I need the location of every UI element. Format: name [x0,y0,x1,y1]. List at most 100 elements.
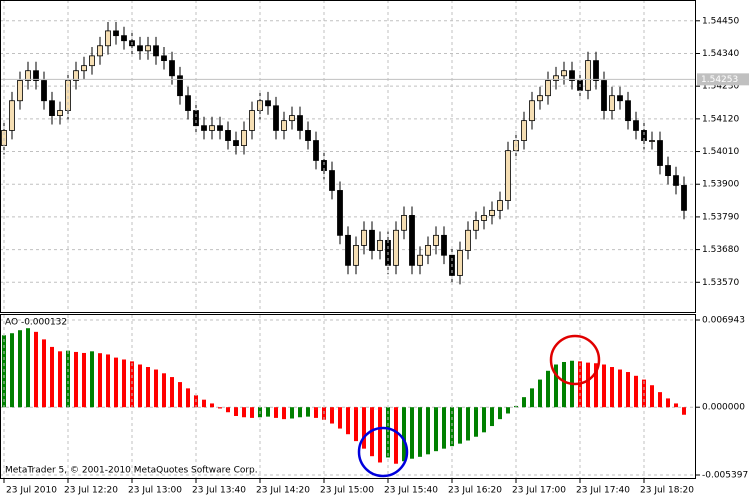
ao-bar [466,407,470,441]
candle-body [137,45,143,52]
ao-bar [274,407,278,418]
ao-bar [186,388,190,408]
ao-bar [282,407,286,420]
ao-bar [538,379,542,408]
candle-body [193,110,199,127]
candle-body [289,115,295,122]
ao-bar [394,407,398,464]
candle-body [265,100,271,107]
ao-bar [298,407,302,418]
price-panel-border [0,0,696,313]
ao-bar [554,364,558,408]
ao-bar [130,361,134,408]
ao-bar [306,407,310,417]
ao-bar [658,392,662,408]
candle-body [393,229,399,266]
ao-bar [82,352,86,408]
candle-body [529,100,535,122]
y-tick-label: 1.54230 [702,82,739,92]
ao-bar [442,407,446,449]
candle-body [73,70,79,81]
indicator-label: AO -0.000132 [5,318,67,328]
candle-body [281,120,287,131]
ao-bar [618,369,622,408]
y-tick-label: 1.53680 [702,245,739,255]
candle-body [601,80,607,111]
ao-bar [490,407,494,427]
ao-bar [34,331,38,408]
y-tick-label: 1.53900 [702,180,739,190]
ao-bar [530,388,534,408]
ao-bar [330,407,334,424]
y-tick-label: 1.54120 [702,114,739,124]
ao-bar [674,403,678,408]
y-tick-label: 1.53570 [702,278,739,288]
ao-bar [586,362,590,408]
candle-body [593,60,599,81]
ao-bar [42,339,46,408]
x-tick-label: 23 Jul 12:20 [64,486,118,496]
ao-bar [594,363,598,408]
candle-body [345,234,351,266]
ao-bar [170,377,174,408]
ao-bar [426,407,430,455]
ao-bar [386,407,390,458]
ao-bar [98,353,102,408]
ao-bar [458,407,462,444]
ao-bar [178,382,182,408]
ao-bar [346,407,350,435]
candle-body [433,234,439,246]
y-tick-label: -0.005397 [702,471,748,481]
ao-bar [562,361,566,408]
ao-bar [602,364,606,408]
ao-bar [242,407,246,418]
candle-body [625,100,631,122]
x-tick-label: 23 Jul 2010 [6,486,57,496]
ao-bar [418,407,422,457]
x-tick-label: 23 Jul 15:40 [384,486,438,496]
ao-bar [162,373,166,408]
ao-bar [50,346,54,408]
y-tick-label: 0.006943 [702,316,745,326]
candle-body [89,55,95,67]
ao-bar [402,407,406,462]
candle-body [441,234,447,256]
candle-body [481,215,487,221]
candle-body [545,80,551,97]
x-tick-label: 23 Jul 18:20 [640,486,694,496]
ao-bar [354,407,358,442]
x-tick-label: 23 Jul 13:40 [192,486,246,496]
ao-bar [290,407,294,419]
y-tick-label: 1.54340 [702,49,739,59]
candle-body [377,239,383,251]
x-tick-label: 23 Jul 14:20 [256,486,310,496]
last-price-label: 1.54253 [701,75,738,85]
candle-body [409,215,415,266]
highlight-circle [357,426,409,478]
candle-body [9,100,15,131]
ao-bar [210,403,214,408]
ao-bar [66,350,70,408]
candle-body [145,45,151,52]
y-tick-label: 0.000000 [702,403,745,413]
candle-body [297,115,303,131]
candle-body [425,245,431,256]
candle-body [249,110,255,131]
ao-bar [626,372,630,408]
candle-body [561,70,567,77]
ao-bar [666,398,670,408]
ao-bar [18,330,22,408]
ao-bar [482,407,486,433]
ao-bar [362,407,366,449]
candle-body [329,170,335,191]
ao-panel-border [0,314,696,479]
candle-body [569,70,575,81]
candle-body [273,105,279,131]
last-price-box [697,73,749,86]
candle-body [169,60,175,77]
candle-body [489,209,495,216]
y-tick-label: 1.54450 [702,16,739,26]
ao-bar [506,407,510,414]
ao-bar [202,399,206,408]
